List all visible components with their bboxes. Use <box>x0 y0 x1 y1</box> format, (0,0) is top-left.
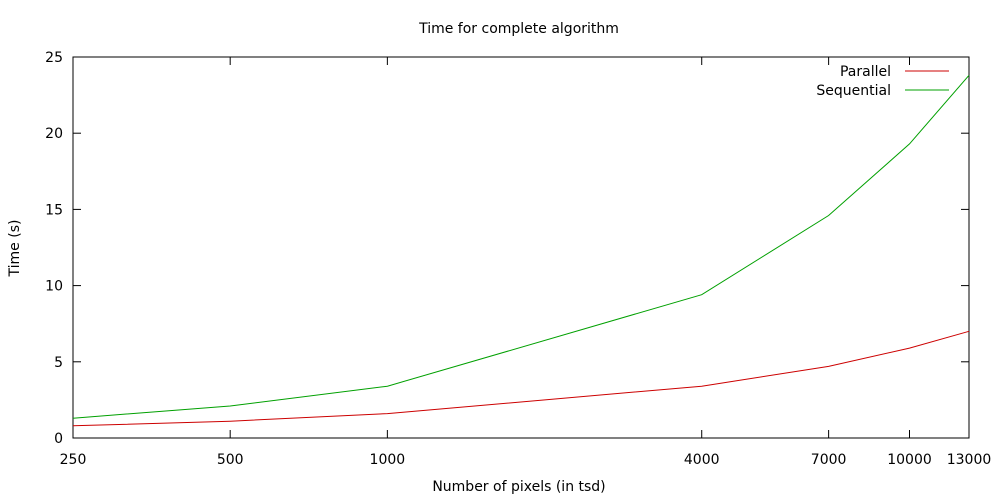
series-line-sequential <box>72 74 970 419</box>
y-tick-label: 0 <box>54 431 63 447</box>
series-line-parallel <box>72 330 970 427</box>
y-axis-label: Time (s) <box>7 220 23 278</box>
legend: Parallel Sequential <box>816 64 949 99</box>
x-tick-label: 250 <box>60 452 87 468</box>
chart-title: Time for complete algorithm <box>418 21 619 37</box>
x-axis-label: Number of pixels (in tsd) <box>432 479 605 495</box>
legend-label-parallel: Parallel <box>840 64 891 80</box>
x-tick-label: 7000 <box>811 452 847 468</box>
x-tick-label: 10000 <box>887 452 932 468</box>
y-tick-label: 20 <box>45 126 63 142</box>
axis-ticks: 0 5 10 15 20 25 250 500 1000 4000 7000 10000 13000 <box>45 50 991 468</box>
series-lines <box>72 74 970 427</box>
plot-frame <box>72 56 970 439</box>
x-tick-label: 500 <box>217 452 244 468</box>
y-tick-label: 10 <box>45 279 63 295</box>
y-tick-label: 15 <box>45 202 63 218</box>
y-tick-label: 25 <box>45 50 63 66</box>
legend-label-sequential: Sequential <box>816 83 891 99</box>
x-tick-label: 4000 <box>684 452 720 468</box>
x-tick-label: 1000 <box>370 452 406 468</box>
y-tick-label: 5 <box>54 355 63 371</box>
x-tick-label: 13000 <box>947 452 992 468</box>
